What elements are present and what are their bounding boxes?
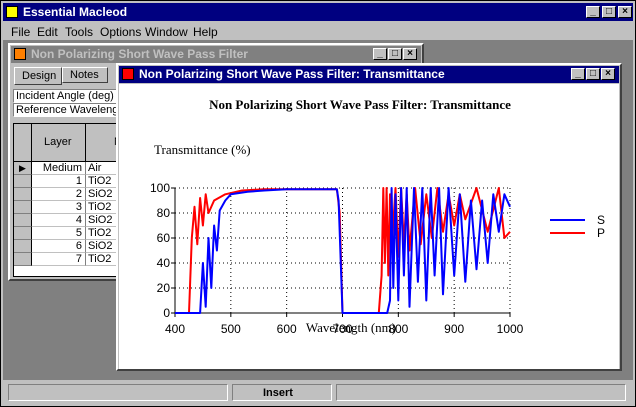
y-tick-label: 80	[157, 206, 171, 220]
app-titlebar[interactable]: Essential Macleod _ □ ×	[3, 3, 633, 21]
table-row-layer[interactable]: 3	[32, 201, 86, 214]
y-axis-label: Transmittance (%)	[154, 142, 251, 157]
row-selector[interactable]	[14, 188, 32, 201]
plot-minimize-icon[interactable]: _	[571, 68, 585, 80]
x-tick-label: 1000	[497, 322, 524, 336]
row-selector[interactable]: ▶	[14, 162, 32, 175]
y-tick-label: 40	[157, 256, 171, 270]
menu-bar: File Edit Tools Options Window Help	[3, 21, 633, 39]
x-axis-label: Wavelength (nm)	[306, 320, 396, 335]
menu-tools[interactable]: Tools	[65, 25, 94, 39]
x-tick-label: 900	[444, 322, 464, 336]
menu-options[interactable]: Options	[100, 25, 142, 39]
table-row-layer[interactable]: 2	[32, 188, 86, 201]
x-tick-label: 800	[388, 322, 408, 336]
plot-window-icon	[122, 68, 134, 80]
menu-help[interactable]: Help	[193, 25, 218, 39]
reference-wavelength-field[interactable]: Reference Wavelength	[13, 103, 123, 117]
menu-window[interactable]: Window	[145, 25, 188, 39]
design-maximize-icon[interactable]: □	[388, 48, 402, 60]
row-selector[interactable]	[14, 253, 32, 266]
design-window-title: Non Polarizing Short Wave Pass Filter	[31, 47, 248, 61]
plot-window-title: Non Polarizing Short Wave Pass Filter: T…	[139, 67, 445, 81]
table-row-layer[interactable]: 5	[32, 227, 86, 240]
row-selector[interactable]	[14, 214, 32, 227]
plot-maximize-icon[interactable]: □	[586, 68, 600, 80]
design-minimize-icon[interactable]: _	[373, 48, 387, 60]
y-tick-label: 100	[150, 181, 170, 195]
table-row-material[interactable]: Air	[86, 162, 122, 175]
grid-header-corner	[14, 124, 32, 162]
status-panel-extra	[336, 384, 626, 401]
app-title: Essential Macleod	[23, 5, 128, 19]
close-icon[interactable]: ×	[618, 6, 632, 18]
row-selector[interactable]	[14, 175, 32, 188]
x-tick-label: 400	[165, 322, 185, 336]
status-insert-mode: Insert	[263, 387, 293, 399]
row-selector[interactable]	[14, 227, 32, 240]
tab-design[interactable]: Design	[14, 67, 62, 85]
grid-header-layer: Layer	[32, 124, 86, 162]
minimize-icon[interactable]: _	[586, 6, 600, 18]
table-row-material[interactable]: TiO2	[86, 253, 122, 266]
y-tick-label: 0	[163, 306, 170, 320]
legend-label-s: S	[597, 213, 605, 227]
transmittance-chart: Non Polarizing Short Wave Pass Filter: T…	[150, 97, 605, 336]
row-selector[interactable]	[14, 201, 32, 214]
plot-window[interactable]: Non Polarizing Short Wave Pass Filter: T…	[116, 63, 622, 371]
table-row-material[interactable]: TiO2	[86, 227, 122, 240]
x-tick-label: 500	[221, 322, 241, 336]
design-titlebar[interactable]: Non Polarizing Short Wave Pass Filter _ …	[11, 46, 421, 63]
maximize-icon[interactable]: □	[602, 6, 616, 18]
table-row-layer[interactable]: Medium	[32, 162, 86, 175]
design-window-icon	[14, 48, 26, 60]
table-row-layer[interactable]: 6	[32, 240, 86, 253]
x-tick-label: 600	[277, 322, 297, 336]
menu-edit[interactable]: Edit	[37, 25, 58, 39]
y-tick-label: 60	[157, 231, 171, 245]
tab-notes[interactable]: Notes	[62, 67, 108, 83]
y-tick-label: 20	[157, 281, 171, 295]
table-row-material[interactable]: SiO2	[86, 188, 122, 201]
layer-grid[interactable]: Layer M ▶MediumAir1TiO22SiO23TiO24SiO25T…	[13, 123, 123, 277]
status-panel-message	[8, 384, 228, 401]
plot-canvas: Non Polarizing Short Wave Pass Filter: T…	[119, 84, 619, 369]
chart-title: Non Polarizing Short Wave Pass Filter: T…	[209, 97, 511, 112]
plot-titlebar[interactable]: Non Polarizing Short Wave Pass Filter: T…	[119, 66, 619, 83]
table-row-layer[interactable]: 7	[32, 253, 86, 266]
incident-angle-field[interactable]: Incident Angle (deg)	[13, 89, 123, 103]
grid-rows: ▶ Medium Air 1 TiO2 2 SiO2 3 TiO2 4 SiO2 5 TiO2 6 SiO2…	[14, 162, 122, 276]
row-selector[interactable]	[14, 240, 32, 253]
status-panel-mode: Insert	[232, 384, 332, 401]
plot-close-icon[interactable]: ×	[601, 68, 615, 80]
legend-label-p: P	[597, 226, 605, 240]
design-close-icon[interactable]: ×	[403, 48, 417, 60]
app-icon	[6, 6, 18, 18]
table-row-material[interactable]: TiO2	[86, 201, 122, 214]
menu-file[interactable]: File	[11, 25, 31, 39]
status-bar: Insert	[2, 380, 632, 405]
table-row-material[interactable]: SiO2	[86, 214, 122, 227]
series-line-s	[175, 187, 511, 314]
table-row-layer[interactable]: 4	[32, 214, 86, 227]
x-tick-label: 700	[332, 322, 352, 336]
table-row-material[interactable]: SiO2	[86, 240, 122, 253]
table-row-material[interactable]: TiO2	[86, 175, 122, 188]
table-row-layer[interactable]: 1	[32, 175, 86, 188]
